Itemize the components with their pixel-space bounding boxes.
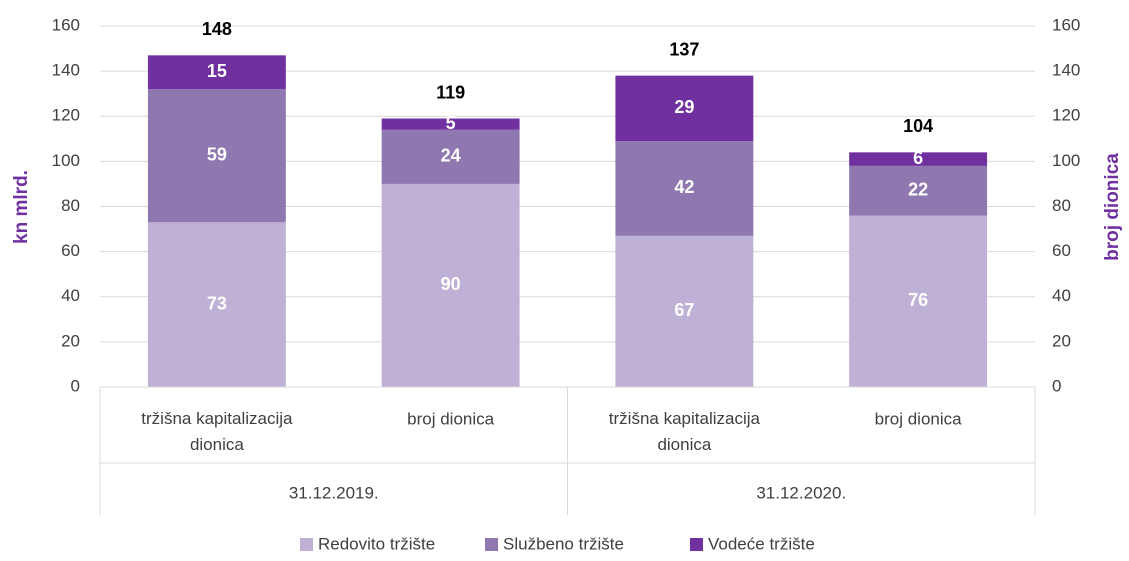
data-label: 90 — [441, 274, 461, 294]
y2-tick-label: 20 — [1052, 331, 1071, 350]
total-label: 137 — [669, 39, 699, 59]
y2-tick-label: 100 — [1052, 151, 1080, 170]
data-label: 24 — [441, 146, 461, 166]
legend-swatch — [300, 538, 313, 551]
group-label: 31.12.2019. — [289, 483, 379, 502]
bar-segment — [147, 222, 286, 387]
bar-segment — [381, 118, 520, 130]
bar-segment — [849, 152, 988, 166]
data-label: 5 — [446, 113, 456, 133]
y-tick-label: 0 — [71, 376, 80, 395]
legend-swatch — [690, 538, 703, 551]
data-label: 73 — [207, 293, 227, 313]
data-label: 67 — [674, 300, 694, 320]
bar-segment — [615, 75, 754, 142]
y-tick-label: 40 — [61, 286, 80, 305]
y-tick-label: 140 — [52, 61, 80, 80]
x-tick-label: broj dionica — [875, 409, 962, 428]
y-tick-label: 100 — [52, 151, 80, 170]
data-label: 6 — [913, 148, 923, 168]
bar-segment — [849, 215, 988, 387]
y-tick-label: 120 — [52, 106, 80, 125]
bar-segment — [849, 165, 988, 216]
bar-segment — [615, 141, 754, 236]
y2-tick-label: 80 — [1052, 196, 1071, 215]
y2-axis-title: broj dionica — [1102, 153, 1123, 261]
y-tick-label: 60 — [61, 241, 80, 260]
bar-segment — [381, 183, 520, 387]
y2-tick-label: 140 — [1052, 61, 1080, 80]
data-label: 29 — [674, 97, 694, 117]
legend-label: Redovito tržište — [318, 534, 435, 553]
y2-tick-label: 40 — [1052, 286, 1071, 305]
legend-label: Službeno tržište — [503, 534, 624, 553]
y2-tick-label: 0 — [1052, 376, 1061, 395]
data-label: 15 — [207, 61, 227, 81]
x-tick-label: tržišna kapitalizacija dionica — [141, 409, 293, 454]
data-label: 22 — [908, 179, 928, 199]
data-label: 76 — [908, 290, 928, 310]
total-label: 148 — [202, 19, 232, 39]
bar-segment — [615, 235, 754, 387]
y2-tick-label: 160 — [1052, 15, 1080, 34]
data-label: 59 — [207, 144, 227, 164]
y-tick-label: 20 — [61, 331, 80, 350]
legend-swatch — [485, 538, 498, 551]
legend-label: Vodeće tržište — [708, 534, 815, 553]
bar-segment — [381, 129, 520, 184]
x-tick-label: broj dionica — [407, 409, 494, 428]
total-label: 119 — [436, 82, 465, 102]
y-tick-label: 160 — [52, 15, 80, 34]
bar-segment — [147, 55, 286, 90]
group-label: 31.12.2020. — [756, 483, 846, 502]
y2-tick-label: 120 — [1052, 106, 1080, 125]
total-label: 104 — [903, 116, 933, 136]
data-label: 42 — [674, 177, 694, 197]
x-tick-label: tržišna kapitalizacija dionica — [609, 409, 761, 454]
bar-segment — [147, 89, 286, 223]
y-tick-label: 80 — [61, 196, 80, 215]
y-axis-title: kn mlrd. — [11, 170, 32, 244]
y2-tick-label: 60 — [1052, 241, 1071, 260]
